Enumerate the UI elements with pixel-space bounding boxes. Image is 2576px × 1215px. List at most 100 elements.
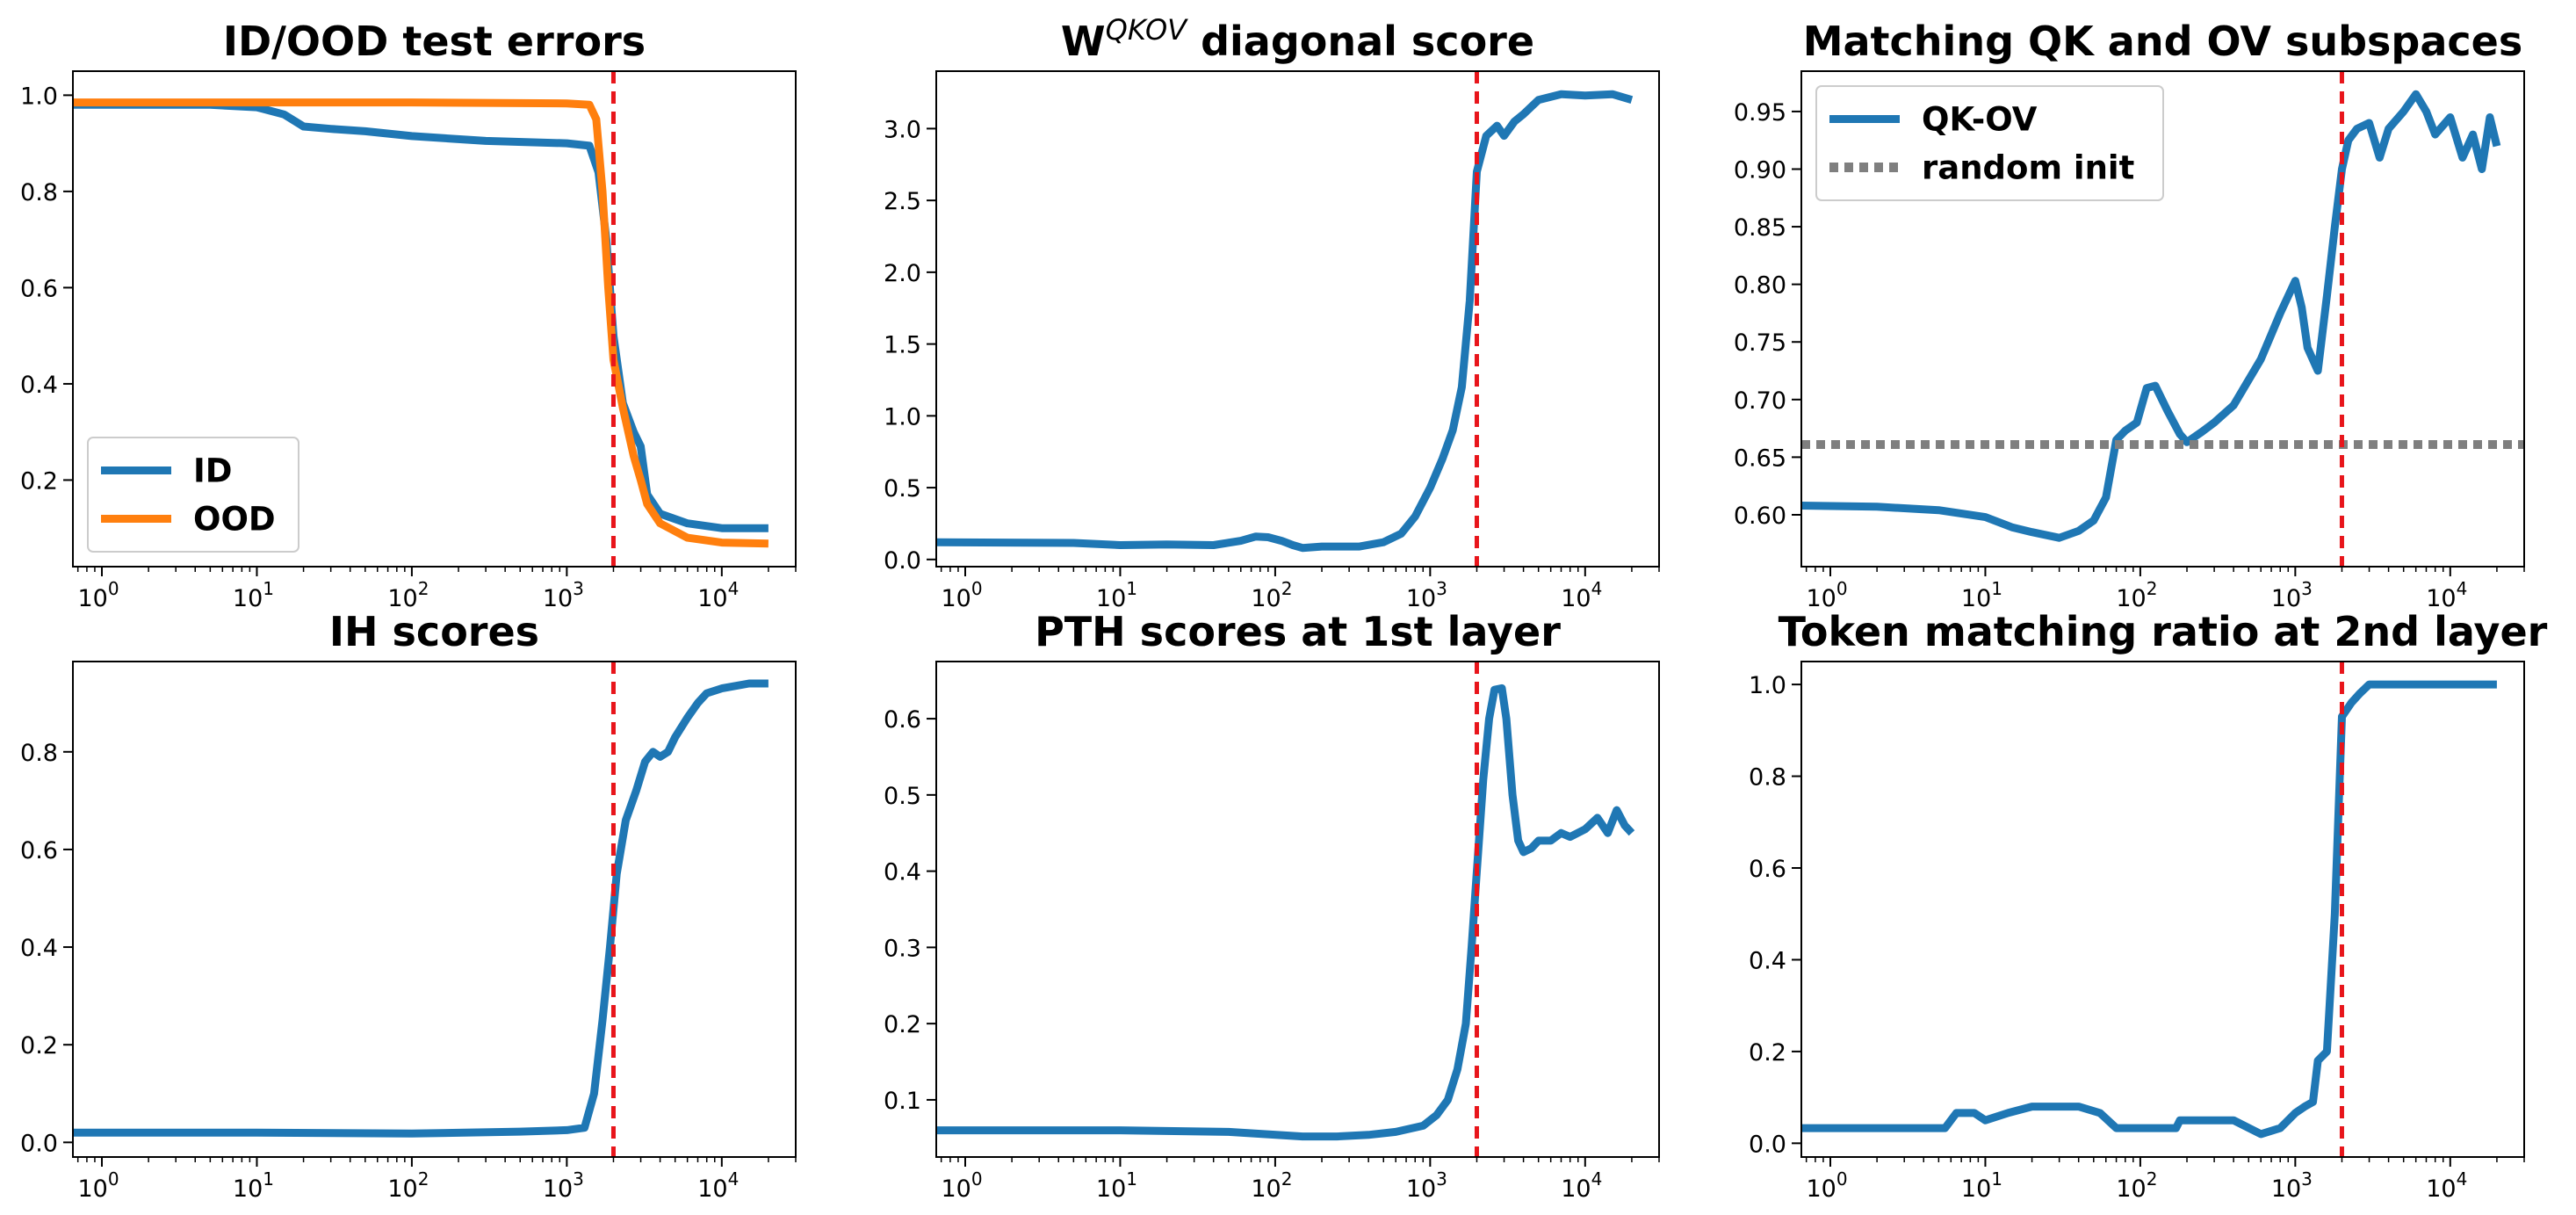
x-tick-exponent: 4 bbox=[2457, 1168, 2468, 1190]
x-tick-exponent: 3 bbox=[573, 1168, 584, 1190]
x-tick-exponent: 3 bbox=[2301, 578, 2313, 599]
y-tick-label: 1.0 bbox=[20, 83, 58, 110]
y-tick-label: 0.2 bbox=[20, 467, 58, 495]
x-tick-exponent: 2 bbox=[1281, 578, 1293, 599]
series-line-score bbox=[936, 90, 1634, 553]
chart-title: WQKOV diagonal score bbox=[1061, 13, 1534, 65]
x-tick-exponent: 1 bbox=[1126, 1168, 1137, 1190]
x-tick-exponent: 3 bbox=[573, 578, 584, 599]
x-tick-exponent: 2 bbox=[418, 578, 429, 599]
chart-title: Matching QK and OV subspaces bbox=[1803, 18, 2523, 65]
x-tick-exponent: 1 bbox=[1991, 1168, 2002, 1190]
x-tick-label: 101 bbox=[1961, 1168, 2002, 1203]
x-tick-exponent: 0 bbox=[108, 1168, 119, 1190]
y-tick-label: 1.0 bbox=[884, 403, 921, 430]
x-tick-exponent: 3 bbox=[1436, 1168, 1447, 1190]
chart-title-suffix: diagonal score bbox=[1187, 18, 1534, 65]
legend-label-id: ID bbox=[193, 452, 232, 490]
series-line-ood bbox=[73, 98, 768, 548]
x-tick-label: 101 bbox=[1096, 1168, 1137, 1203]
x-tick-label: 104 bbox=[2426, 1168, 2467, 1203]
x-tick-label: 103 bbox=[543, 1168, 584, 1203]
axes-frame bbox=[72, 661, 797, 1158]
x-tick-label: 103 bbox=[1406, 1168, 1447, 1203]
plot-area bbox=[73, 662, 768, 1157]
x-tick-label: 100 bbox=[941, 1168, 982, 1203]
y-tick-label: 0.6 bbox=[1749, 856, 1786, 883]
plot-area bbox=[936, 71, 1634, 567]
legend-box bbox=[1815, 85, 2164, 201]
y-tick-label: 0.0 bbox=[884, 547, 921, 575]
y-tick-label: 0.5 bbox=[884, 783, 921, 810]
x-tick-exponent: 2 bbox=[2147, 578, 2158, 599]
y-tick-label: 0.75 bbox=[1734, 329, 1786, 357]
chart-title-superscript: QKOV bbox=[1106, 13, 1189, 47]
y-tick-label: 0.2 bbox=[884, 1011, 921, 1038]
x-tick-label: 102 bbox=[1251, 1168, 1292, 1203]
y-tick-label: 0.4 bbox=[20, 935, 58, 962]
y-tick-label: 1.5 bbox=[884, 332, 921, 359]
plot-area bbox=[1801, 662, 2497, 1157]
y-tick-label: 0.5 bbox=[884, 475, 921, 503]
x-tick-exponent: 3 bbox=[2301, 1168, 2313, 1190]
x-tick-exponent: 0 bbox=[971, 1168, 983, 1190]
y-tick-label: 0.1 bbox=[884, 1088, 921, 1115]
legend-label-qk-ov: QK-OV bbox=[1922, 101, 2038, 139]
x-tick-label: 101 bbox=[233, 1168, 274, 1203]
x-tick-label: 104 bbox=[697, 1168, 739, 1203]
y-tick-label: 0.8 bbox=[20, 179, 58, 206]
x-tick-exponent: 1 bbox=[1991, 578, 2002, 599]
y-tick-label: 0.6 bbox=[884, 706, 921, 734]
x-tick-label: 100 bbox=[77, 1168, 119, 1203]
x-tick-exponent: 1 bbox=[1126, 578, 1137, 599]
plot-area bbox=[1801, 71, 2524, 567]
x-tick-label: 104 bbox=[1561, 1168, 1602, 1203]
legend-label-ood: OOD bbox=[193, 501, 276, 539]
x-tick-label: 100 bbox=[77, 578, 119, 612]
y-tick-label: 0.6 bbox=[20, 275, 58, 302]
series-line-qk-ov bbox=[1801, 90, 2501, 542]
x-tick-exponent: 4 bbox=[1591, 1168, 1603, 1190]
x-tick-label: 104 bbox=[697, 578, 739, 612]
x-tick-exponent: 2 bbox=[1281, 1168, 1293, 1190]
x-tick-exponent: 3 bbox=[1436, 578, 1447, 599]
legend: QK-OV random init bbox=[1815, 85, 2164, 201]
legend: ID OOD bbox=[87, 437, 299, 553]
y-tick-label: 0.2 bbox=[20, 1032, 58, 1060]
y-tick-label: 0.80 bbox=[1734, 272, 1786, 300]
x-tick-exponent: 1 bbox=[263, 578, 274, 599]
y-tick-label: 0.70 bbox=[1734, 387, 1786, 415]
x-tick-label: 100 bbox=[1806, 1168, 1847, 1203]
x-tick-exponent: 4 bbox=[2457, 578, 2468, 599]
y-tick-label: 0.95 bbox=[1734, 99, 1786, 127]
x-tick-exponent: 4 bbox=[1591, 578, 1603, 599]
series-line-pth bbox=[936, 683, 1635, 1141]
legend-box bbox=[87, 437, 299, 553]
x-tick-exponent: 0 bbox=[108, 578, 119, 599]
axes-frame bbox=[1800, 661, 2525, 1158]
x-tick-exponent: 1 bbox=[263, 1168, 274, 1190]
y-tick-label: 0.0 bbox=[1749, 1131, 1786, 1158]
chart-title: ID/OOD test errors bbox=[223, 18, 646, 65]
x-tick-label: 102 bbox=[387, 1168, 429, 1203]
x-tick-exponent: 2 bbox=[2147, 1168, 2158, 1190]
x-tick-label: 101 bbox=[233, 578, 274, 612]
series-line-id bbox=[73, 100, 768, 532]
axes-frame bbox=[935, 70, 1660, 568]
x-tick-exponent: 0 bbox=[971, 578, 983, 599]
chart-title: IH scores bbox=[329, 608, 539, 655]
axes-frame bbox=[1800, 70, 2525, 568]
y-tick-label: 2.5 bbox=[884, 188, 921, 215]
plot-area bbox=[73, 71, 768, 567]
y-tick-label: 0.8 bbox=[20, 740, 58, 767]
axes-frame bbox=[935, 661, 1660, 1158]
x-tick-label: 103 bbox=[2271, 1168, 2313, 1203]
y-tick-label: 1.0 bbox=[1749, 672, 1786, 699]
chart-title: PTH scores at 1st layer bbox=[1035, 608, 1561, 655]
y-tick-label: 0.65 bbox=[1734, 445, 1786, 472]
